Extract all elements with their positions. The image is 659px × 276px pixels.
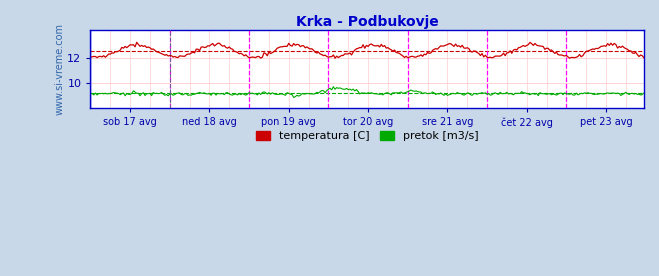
Y-axis label: www.si-vreme.com: www.si-vreme.com: [55, 23, 65, 115]
Legend: temperatura [C], pretok [m3/s]: temperatura [C], pretok [m3/s]: [252, 126, 482, 146]
Title: Krka - Podbukovje: Krka - Podbukovje: [296, 15, 439, 29]
